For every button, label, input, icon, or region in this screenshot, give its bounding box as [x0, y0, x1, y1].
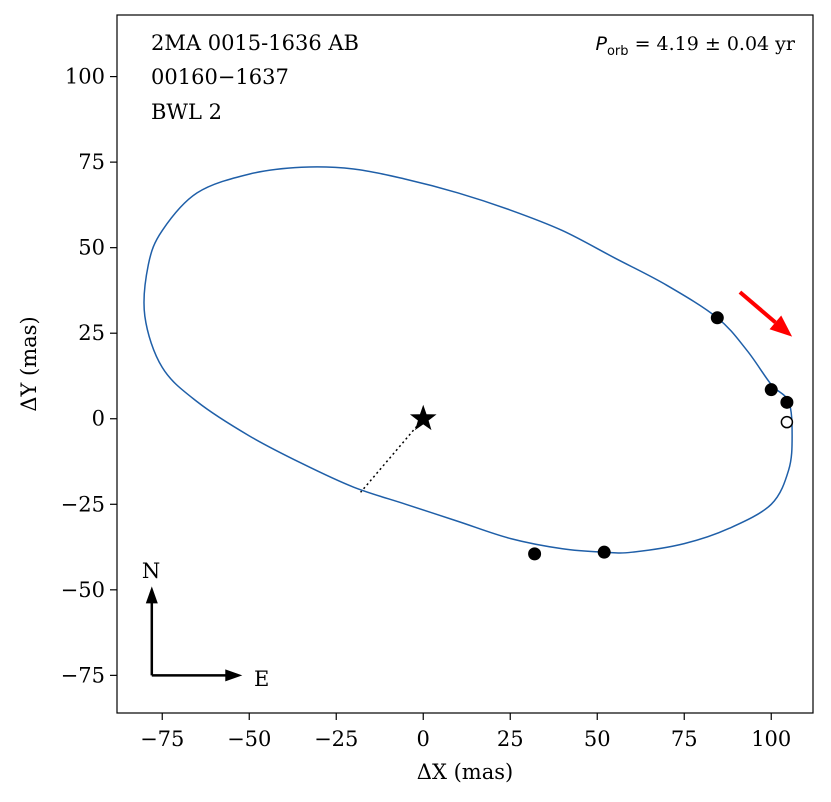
x-tick-label: 0	[417, 727, 430, 751]
observed-point	[764, 383, 778, 397]
x-tick-label: 100	[751, 727, 791, 751]
period-label: Porb = 4.19 ± 0.04 yr	[596, 33, 796, 59]
y-tick-label: 100	[65, 65, 105, 89]
observed-point	[597, 545, 611, 559]
plot-area: −75 −50 −25 0 25 50 75 100 −75−50−250255075100 …	[61, 14, 814, 751]
wds-id-label: 00160−1637	[151, 65, 289, 89]
north-label: N	[142, 559, 160, 583]
predicted-point	[780, 415, 794, 429]
period-subscript: orb	[607, 44, 629, 59]
motion-arrow-shaft	[738, 290, 777, 324]
y-tick-label: −75	[61, 663, 105, 687]
east-label: E	[254, 667, 269, 691]
observed-point	[528, 547, 542, 561]
y-tick-label: 75	[78, 150, 105, 174]
motion-arrow-head	[769, 315, 793, 337]
points-layer	[409, 311, 794, 561]
y-tick-label: 50	[78, 236, 105, 260]
discoverer-label: BWL 2	[151, 100, 222, 124]
primary-star-marker	[409, 404, 437, 431]
x-tick-label: −75	[140, 727, 184, 751]
x-tick-label: −25	[314, 727, 358, 751]
y-tick-label: 0	[92, 407, 105, 431]
x-tick-label: −50	[227, 727, 271, 751]
observed-point	[710, 311, 724, 325]
compass	[145, 586, 243, 682]
system-name-label: 2MA 0015-1636 AB	[151, 31, 359, 55]
y-tick-label: −50	[61, 578, 105, 602]
axes-frame	[116, 14, 814, 714]
x-axis-label: ΔX (mas)	[417, 760, 513, 784]
x-tick-label: 75	[671, 727, 698, 751]
periastron-line	[360, 418, 424, 493]
period-symbol: P	[596, 33, 608, 55]
y-tick-label: 25	[78, 321, 105, 345]
y-axis-label: ΔY (mas)	[17, 316, 41, 411]
y-axis-ticks: −75 −50 −25 0 25 50 75 100	[61, 65, 117, 687]
x-axis-ticks: −75 −50 −25 0 25 50 75 100	[140, 713, 791, 751]
x-tick-label: 25	[497, 727, 524, 751]
compass-east-head	[225, 669, 243, 682]
orbit-ellipse	[143, 166, 793, 554]
compass-north-head	[145, 586, 158, 604]
x-tick-label: 50	[584, 727, 611, 751]
period-value: = 4.19 ± 0.04 yr	[629, 33, 796, 55]
motion-arrow	[738, 290, 793, 337]
observed-point	[780, 395, 794, 409]
y-tick-label: −25	[61, 492, 105, 516]
